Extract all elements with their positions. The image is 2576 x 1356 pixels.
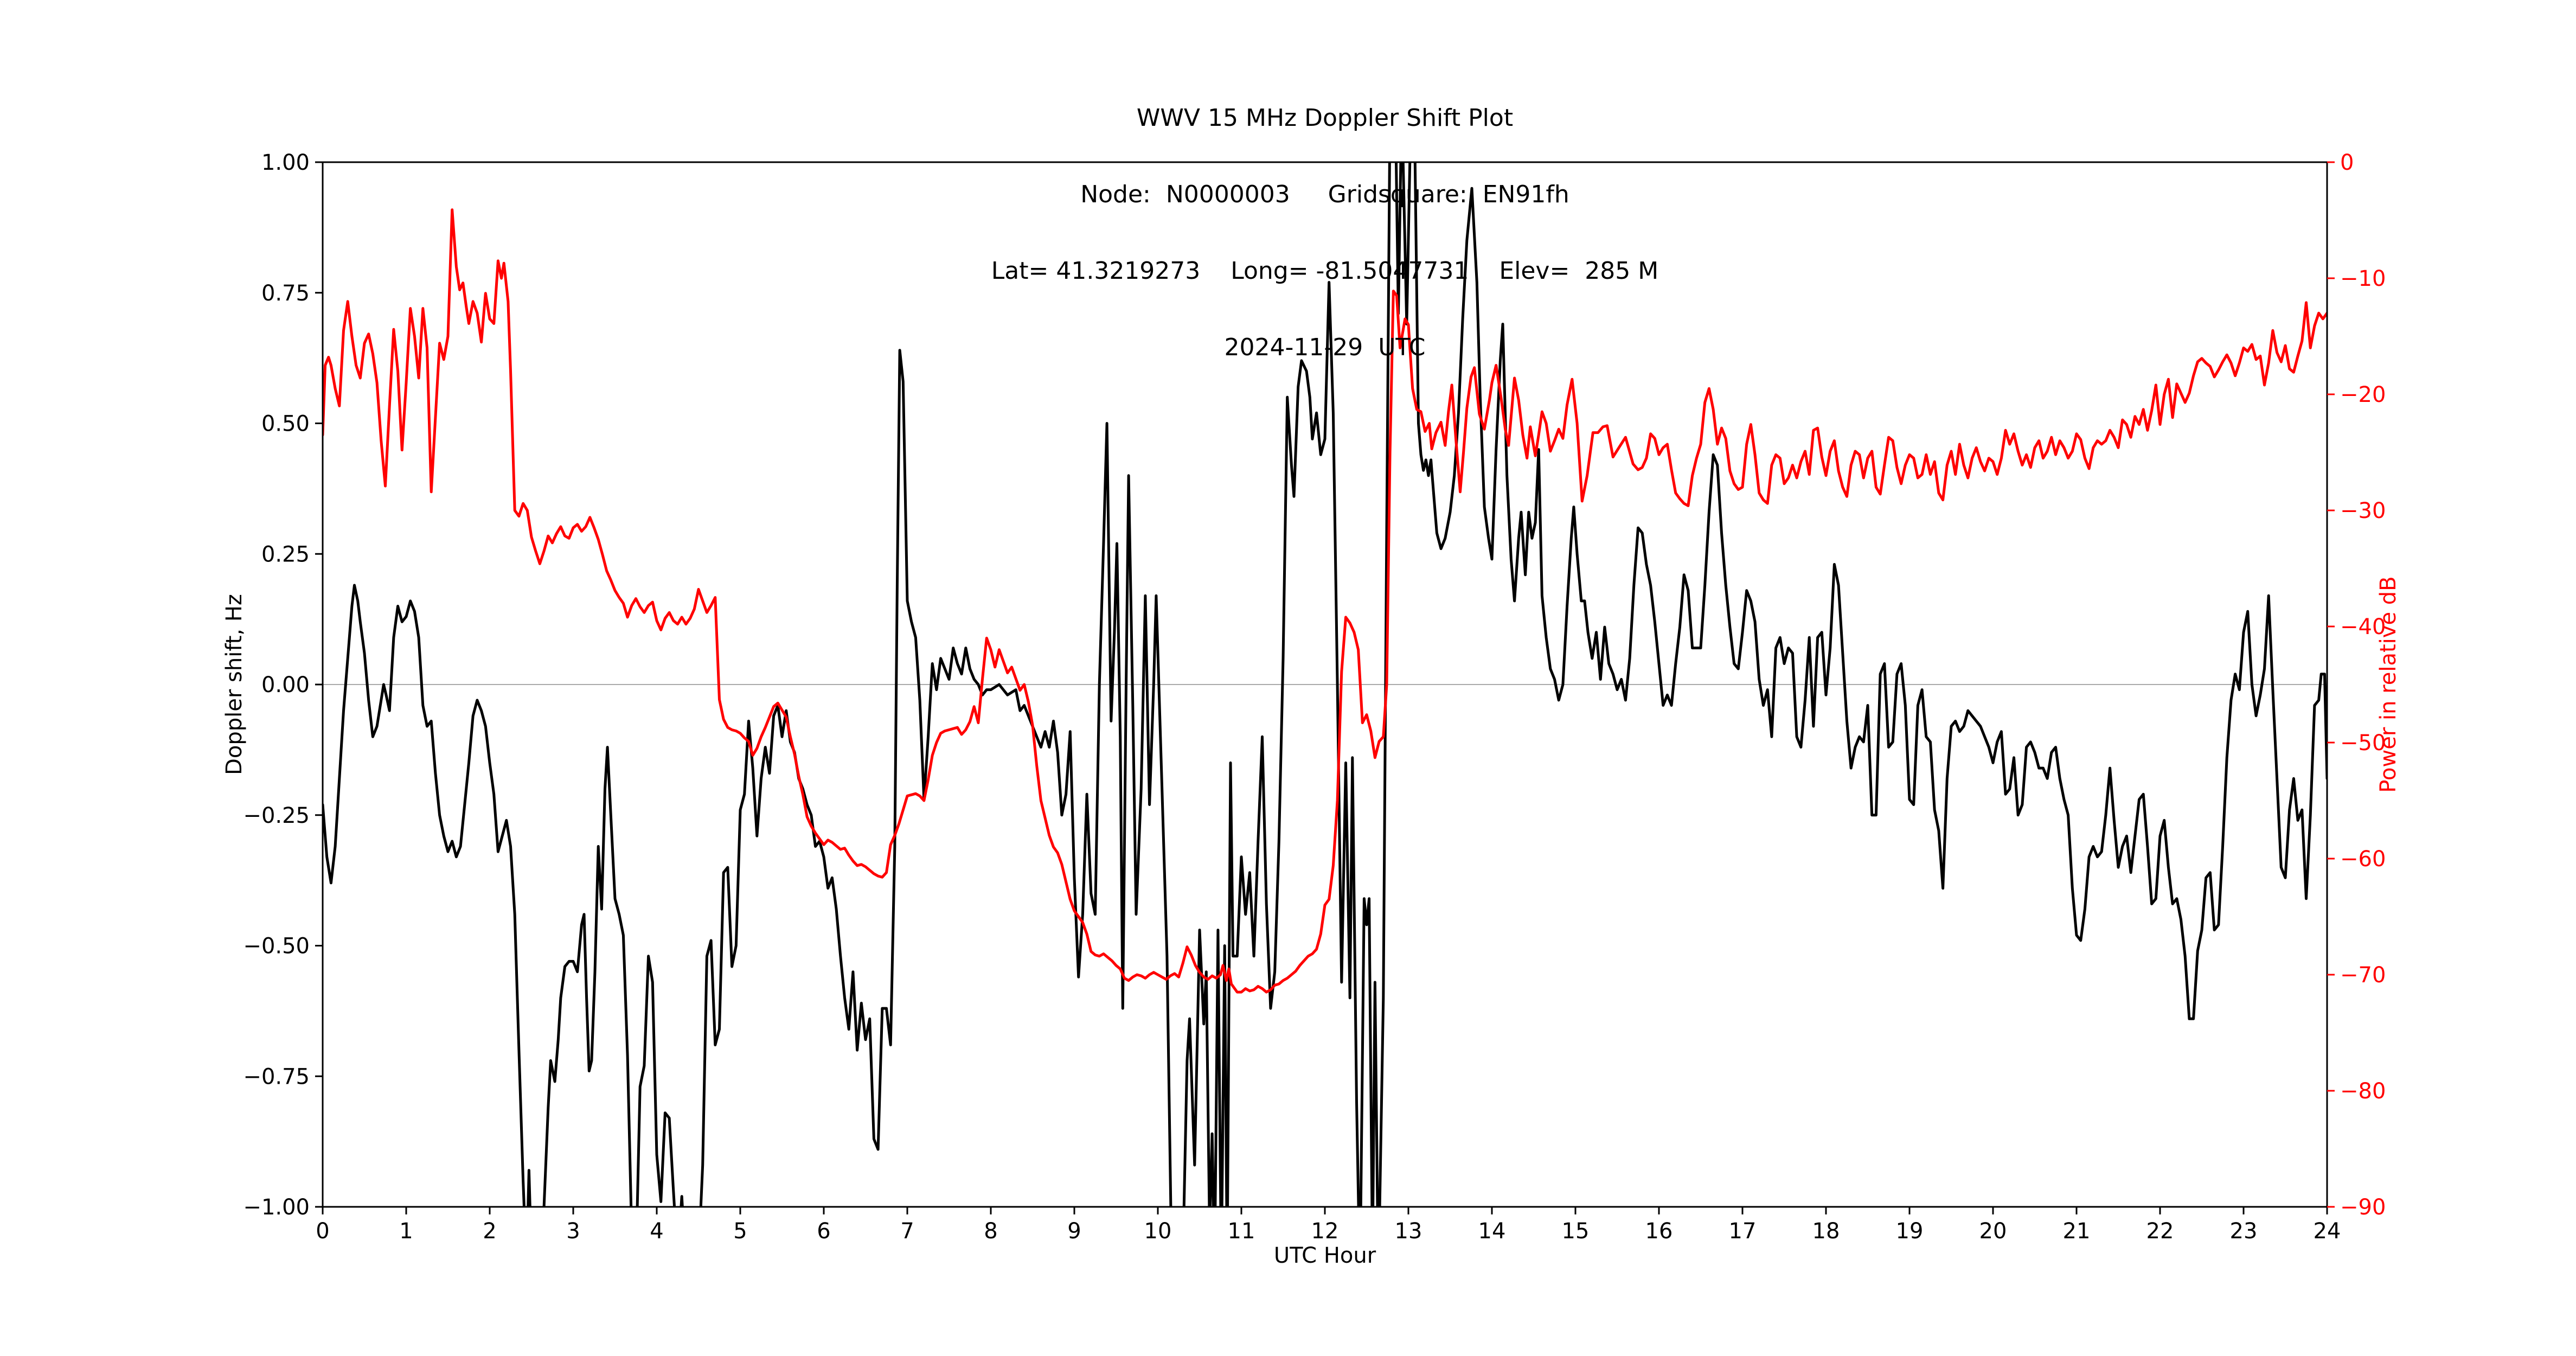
x-tick-label: 24	[2314, 1219, 2341, 1244]
left-y-tick-label: 0.50	[261, 412, 310, 437]
right-y-tick-label: −10	[2340, 266, 2386, 291]
x-tick-label: 22	[2146, 1219, 2174, 1244]
x-tick-label: 12	[1311, 1219, 1339, 1244]
x-tick-label: 1	[399, 1219, 413, 1244]
chart-title-line3: Lat= 41.3219273 Long= -81.5047731 Elev= …	[991, 257, 1659, 285]
x-tick-label: 3	[566, 1219, 580, 1244]
right-y-tick-label: −60	[2340, 847, 2386, 872]
chart-title-block: WWV 15 MHz Doppler Shift Plot Node: N000…	[323, 54, 2327, 411]
right-y-tick-label: −80	[2340, 1079, 2386, 1104]
left-y-tick-label: −0.25	[243, 803, 310, 828]
left-y-axis-label: Doppler shift, Hz	[222, 594, 247, 775]
x-tick-label: 0	[316, 1219, 329, 1244]
doppler-series-line	[323, 162, 2327, 1207]
x-tick-label: 9	[1067, 1219, 1081, 1244]
right-y-tick-label: −90	[2340, 1195, 2386, 1220]
x-tick-label: 23	[2230, 1219, 2258, 1244]
x-tick-label: 18	[1812, 1219, 1840, 1244]
power-series-line	[323, 208, 2327, 994]
x-tick-label: 11	[1228, 1219, 1255, 1244]
right-y-tick-label: 0	[2340, 150, 2354, 175]
x-tick-label: 16	[1645, 1219, 1673, 1244]
chart-title-line4: 2024-11-29 UTC	[1224, 334, 1426, 361]
x-tick-label: 17	[1729, 1219, 1757, 1244]
left-y-tick-label: −1.00	[243, 1195, 310, 1220]
x-tick-label: 6	[817, 1219, 830, 1244]
right-y-tick-label: −20	[2340, 382, 2386, 407]
x-tick-label: 20	[1979, 1219, 2007, 1244]
chart-title-line2: Node: N0000003 Gridsquare: EN91fh	[1080, 181, 1569, 208]
left-y-tick-label: −0.75	[243, 1064, 310, 1089]
x-tick-label: 8	[984, 1219, 997, 1244]
left-y-tick-label: 0.25	[261, 542, 310, 567]
right-y-axis-label: Power in relative dB	[2376, 576, 2401, 793]
x-tick-label: 7	[900, 1219, 914, 1244]
right-y-tick-label: −70	[2340, 963, 2386, 988]
x-tick-label: 14	[1478, 1219, 1506, 1244]
x-tick-label: 4	[650, 1219, 663, 1244]
x-tick-label: 2	[483, 1219, 496, 1244]
x-tick-label: 19	[1896, 1219, 1924, 1244]
left-y-tick-label: 0.00	[261, 673, 310, 698]
right-y-tick-label: −40	[2340, 615, 2386, 639]
x-tick-label: 10	[1144, 1219, 1172, 1244]
left-y-tick-label: 1.00	[261, 150, 310, 175]
right-y-tick-label: −30	[2340, 498, 2386, 523]
x-tick-label: 13	[1395, 1219, 1422, 1244]
left-y-tick-label: −0.50	[243, 934, 310, 959]
x-tick-label: 21	[2063, 1219, 2091, 1244]
x-tick-label: 5	[733, 1219, 747, 1244]
x-tick-label: 15	[1562, 1219, 1590, 1244]
x-axis-label: UTC Hour	[1273, 1243, 1376, 1268]
chart-title-line1: WWV 15 MHz Doppler Shift Plot	[1136, 104, 1514, 132]
right-y-tick-label: −50	[2340, 731, 2386, 756]
left-y-tick-label: 0.75	[261, 281, 310, 306]
